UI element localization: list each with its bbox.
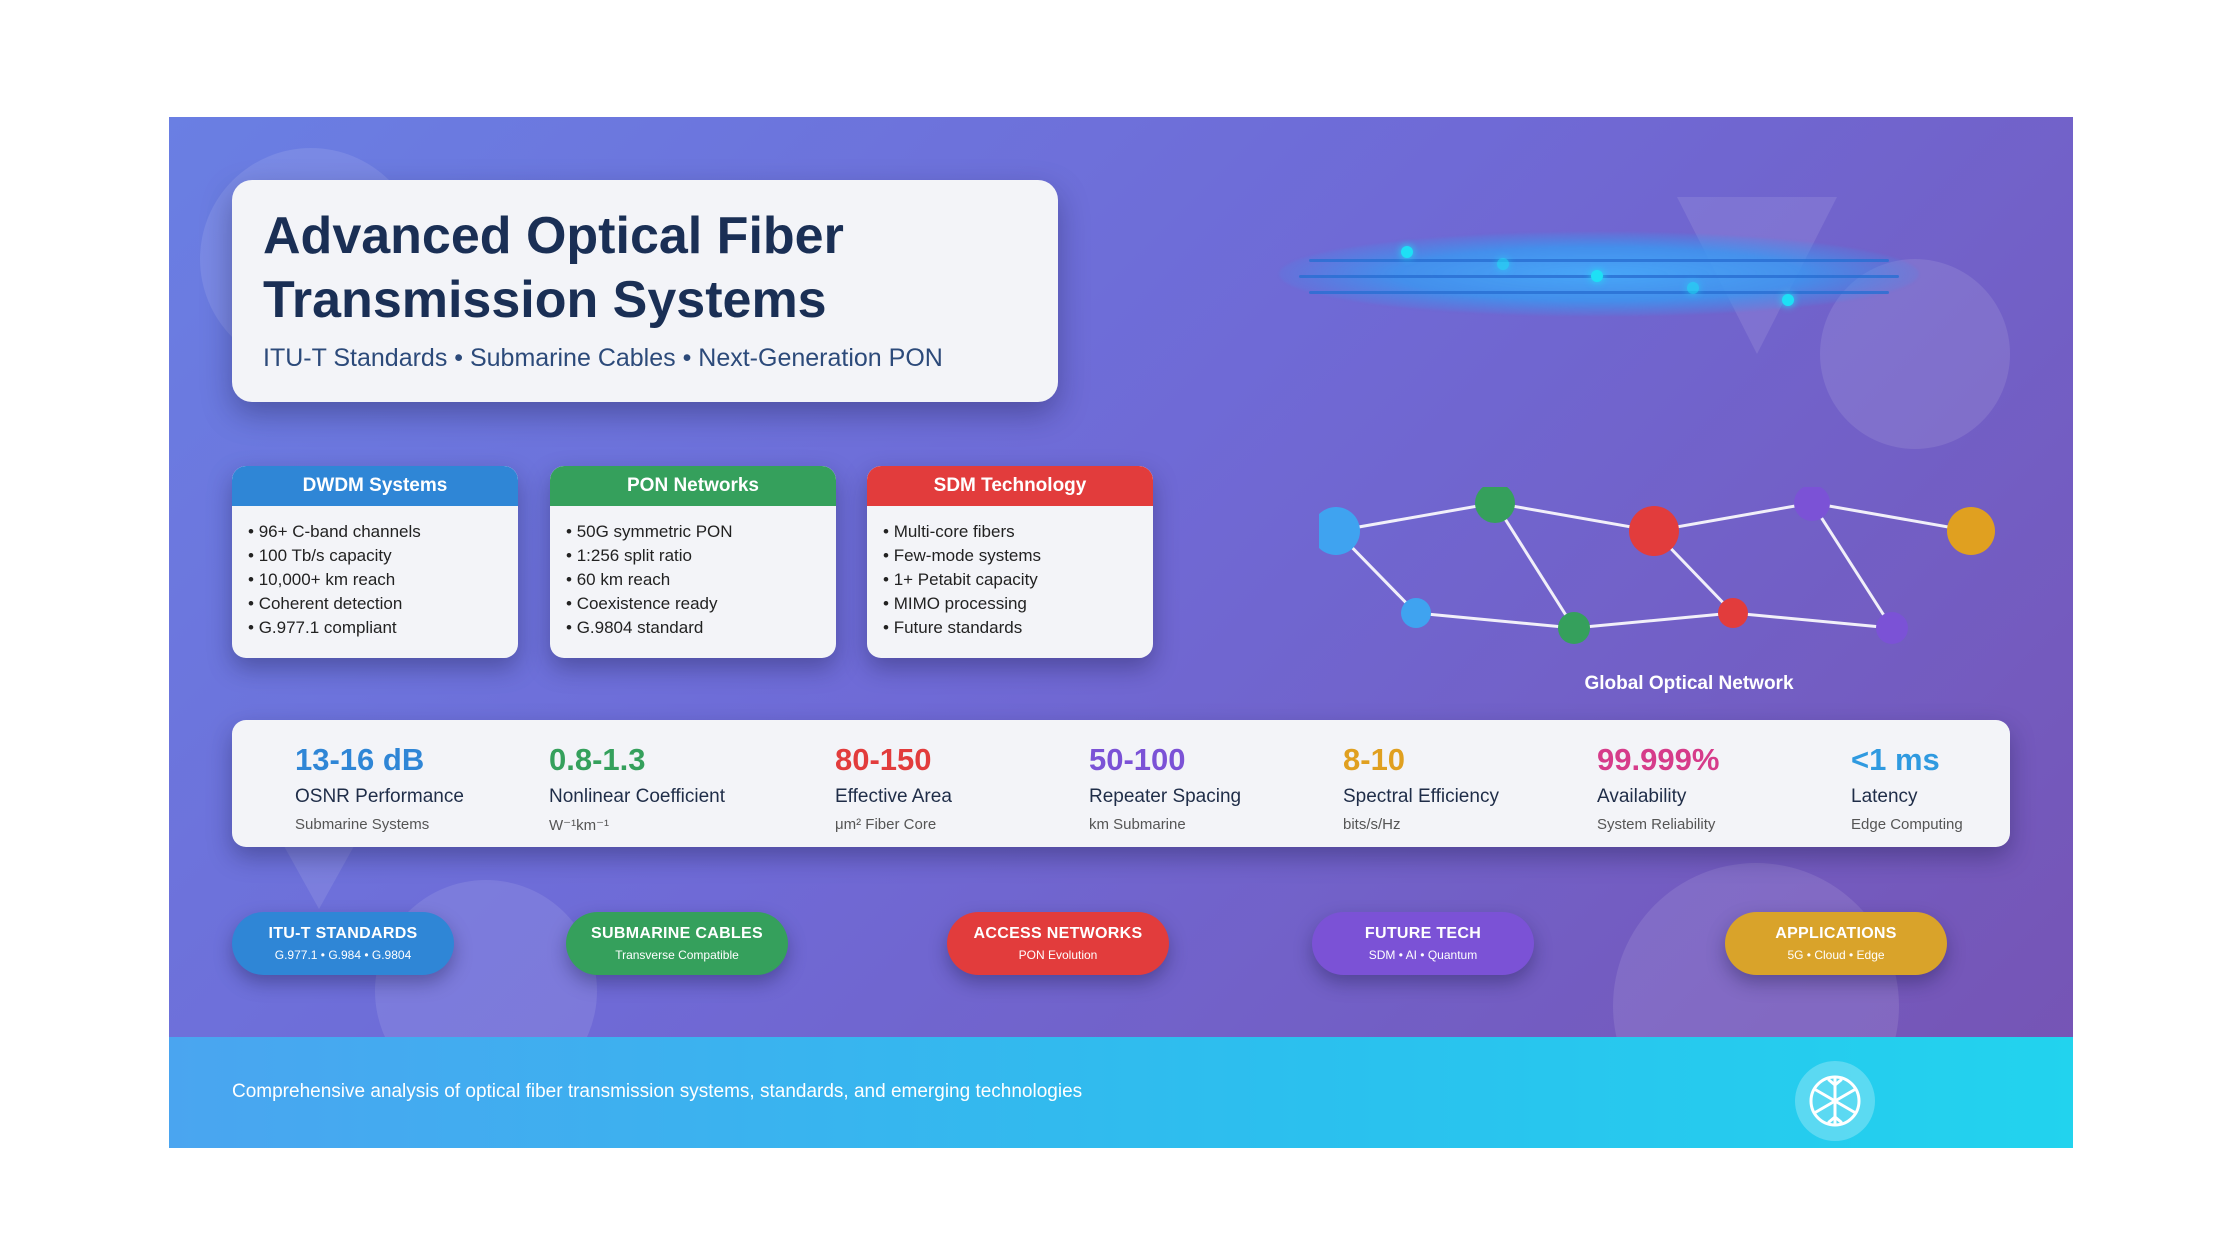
list-item: 1:256 split ratio — [566, 544, 820, 568]
page-subtitle: ITU-T Standards • Submarine Cables • Nex… — [263, 344, 943, 372]
slide: Advanced Optical Fiber Transmission Syst… — [169, 117, 2073, 1148]
card-list: Multi-core fibers Few-mode systems 1+ Pe… — [867, 506, 1153, 654]
pill-subtitle: PON Evolution — [1018, 948, 1098, 962]
stat-repeater-spacing: 50-100 Repeater Spacing km Submarine — [1089, 742, 1241, 833]
title-card: Advanced Optical Fiber Transmission Syst… — [232, 180, 1058, 402]
network-node — [1794, 487, 1830, 521]
list-item: G.977.1 compliant — [248, 616, 502, 640]
fiber-strand — [1309, 259, 1889, 262]
stat-label: OSNR Performance — [295, 786, 464, 807]
pill-submarine-cables[interactable]: SUBMARINE CABLES Transverse Compatible — [566, 912, 788, 975]
network-node — [1475, 487, 1515, 523]
stat-spectral-efficiency: 8-10 Spectral Efficiency bits/s/Hz — [1343, 742, 1499, 833]
stat-label: Latency — [1851, 786, 1918, 807]
network-node — [1629, 506, 1679, 556]
list-item: G.9804 standard — [566, 616, 820, 640]
footer-text: Comprehensive analysis of optical fiber … — [232, 1081, 1083, 1102]
card-header: PON Networks — [550, 466, 836, 506]
list-item: Multi-core fibers — [883, 520, 1137, 544]
list-item: Coexistence ready — [566, 592, 820, 616]
card-list: 96+ C-band channels 100 Tb/s capacity 10… — [232, 506, 518, 654]
network-link — [1415, 611, 1893, 630]
network-node — [1947, 507, 1995, 555]
network-node — [1558, 612, 1590, 644]
network-node — [1319, 507, 1360, 555]
pill-title: SUBMARINE CABLES — [591, 925, 763, 942]
card-sdm-technology: SDM Technology Multi-core fibers Few-mod… — [867, 466, 1153, 658]
pill-subtitle: SDM • AI • Quantum — [1368, 948, 1478, 962]
stat-subtitle: bits/s/Hz — [1343, 816, 1401, 833]
pill-title: APPLICATIONS — [1775, 925, 1897, 942]
stat-subtitle: System Reliability — [1597, 816, 1716, 833]
list-item: 50G symmetric PON — [566, 520, 820, 544]
list-item: 1+ Petabit capacity — [883, 568, 1137, 592]
pill-subtitle: G.977.1 • G.984 • G.9804 — [274, 948, 412, 962]
stat-value: 0.8-1.3 — [549, 742, 646, 777]
signal-pulse — [1782, 294, 1794, 306]
stat-subtitle: μm² Fiber Core — [835, 816, 937, 833]
list-item: 100 Tb/s capacity — [248, 544, 502, 568]
stat-label: Spectral Efficiency — [1343, 786, 1499, 807]
pill-itu-t-standards[interactable]: ITU-T STANDARDS G.977.1 • G.984 • G.9804 — [232, 912, 454, 975]
list-item: Few-mode systems — [883, 544, 1137, 568]
stat-value: 8-10 — [1343, 742, 1406, 777]
network-label: Global Optical Network — [1584, 673, 1794, 694]
decorative-triangle — [279, 837, 359, 909]
stat-value: 50-100 — [1089, 742, 1186, 777]
pill-subtitle: Transverse Compatible — [615, 948, 739, 962]
pill-future-tech[interactable]: FUTURE TECH SDM • AI • Quantum — [1312, 912, 1534, 975]
stat-osnr: 13-16 dB OSNR Performance Submarine Syst… — [295, 742, 464, 833]
title-line-2: Transmission Systems — [263, 271, 827, 329]
stat-value: <1 ms — [1851, 742, 1940, 777]
stat-latency: <1 ms Latency Edge Computing — [1851, 742, 1963, 833]
network-node — [1401, 598, 1431, 628]
stat-label: Nonlinear Coefficient — [549, 786, 726, 807]
stat-subtitle: W⁻¹km⁻¹ — [549, 817, 609, 834]
signal-pulse — [1687, 282, 1699, 294]
stat-value: 99.999% — [1597, 742, 1720, 777]
fiber-strand — [1309, 291, 1889, 294]
card-header: SDM Technology — [867, 466, 1153, 506]
list-item: Future standards — [883, 616, 1137, 640]
card-dwdm-systems: DWDM Systems 96+ C-band channels 100 Tb/… — [232, 466, 518, 658]
stat-subtitle: Submarine Systems — [295, 816, 430, 833]
stats-panel: 13-16 dB OSNR Performance Submarine Syst… — [232, 720, 2010, 847]
list-item: Coherent detection — [248, 592, 502, 616]
stat-value: 80-150 — [835, 742, 932, 777]
network-diagram — [1319, 487, 1995, 644]
list-item: 96+ C-band channels — [248, 520, 502, 544]
page-title: Advanced Optical Fiber Transmission Syst… — [263, 204, 1027, 332]
pill-subtitle: 5G • Cloud • Edge — [1787, 948, 1885, 962]
pill-title: ITU-T STANDARDS — [268, 925, 418, 942]
stat-label: Repeater Spacing — [1089, 786, 1242, 807]
signal-pulse — [1401, 246, 1413, 258]
network-node — [1876, 612, 1908, 644]
snowflake-icon — [1795, 1061, 1875, 1141]
pill-applications[interactable]: APPLICATIONS 5G • Cloud • Edge — [1725, 912, 1947, 975]
pill-title: FUTURE TECH — [1364, 925, 1482, 942]
list-item: 10,000+ km reach — [248, 568, 502, 592]
pill-access-networks[interactable]: ACCESS NETWORKS PON Evolution — [947, 912, 1169, 975]
signal-pulse — [1591, 270, 1603, 282]
stat-availability: 99.999% Availability System Reliability — [1597, 742, 1719, 833]
title-line-1: Advanced Optical Fiber — [263, 207, 844, 265]
network-node — [1718, 598, 1748, 628]
stat-label: Effective Area — [835, 786, 952, 807]
list-item: MIMO processing — [883, 592, 1137, 616]
footer: Comprehensive analysis of optical fiber … — [169, 1037, 2073, 1148]
stat-label: Availability — [1597, 786, 1687, 807]
card-header: DWDM Systems — [232, 466, 518, 506]
network-link — [1493, 502, 1576, 629]
list-item: 60 km reach — [566, 568, 820, 592]
stat-value: 13-16 dB — [295, 742, 425, 777]
signal-pulse — [1497, 258, 1509, 270]
network-link — [1810, 502, 1894, 629]
card-pon-networks: PON Networks 50G symmetric PON 1:256 spl… — [550, 466, 836, 658]
card-list: 50G symmetric PON 1:256 split ratio 60 k… — [550, 506, 836, 654]
stat-effective-area: 80-150 Effective Area μm² Fiber Core — [835, 742, 952, 833]
stat-subtitle: Edge Computing — [1851, 816, 1963, 833]
stat-subtitle: km Submarine — [1089, 816, 1186, 833]
pill-title: ACCESS NETWORKS — [973, 925, 1143, 942]
stat-nonlinear-coefficient: 0.8-1.3 Nonlinear Coefficient W⁻¹km⁻¹ — [549, 742, 725, 834]
